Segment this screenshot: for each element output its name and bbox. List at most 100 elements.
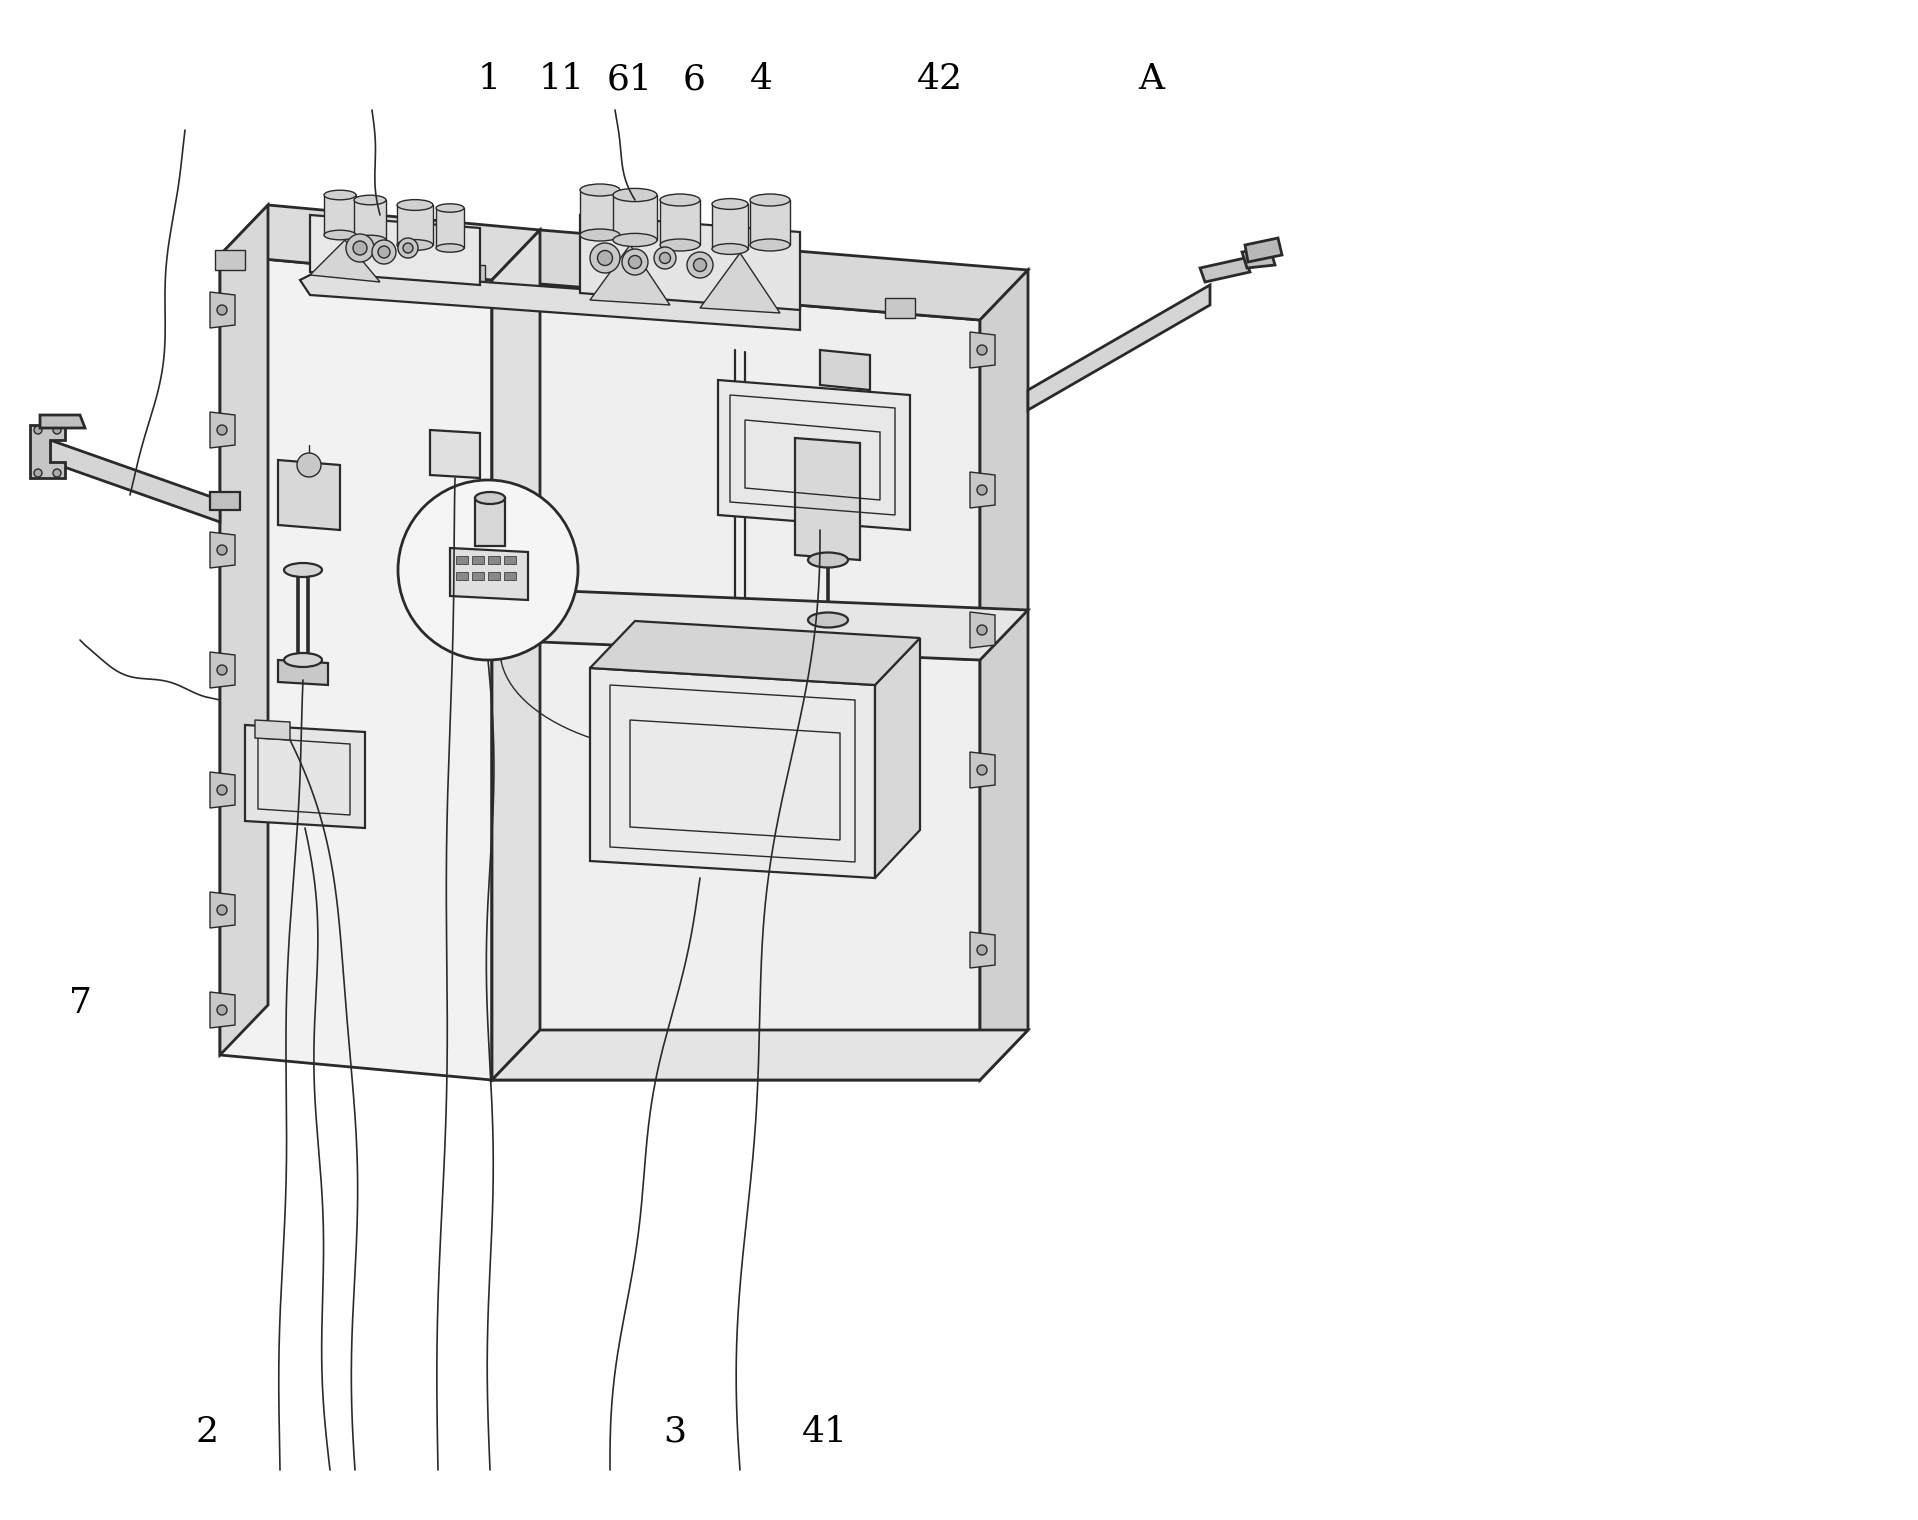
Circle shape: [629, 255, 641, 269]
Circle shape: [687, 252, 713, 278]
Ellipse shape: [476, 492, 504, 505]
Text: 11: 11: [539, 62, 585, 96]
Text: A: A: [1137, 62, 1164, 96]
Polygon shape: [221, 205, 269, 1055]
Ellipse shape: [712, 243, 748, 254]
Ellipse shape: [284, 562, 322, 578]
Ellipse shape: [807, 613, 848, 628]
Polygon shape: [591, 667, 875, 879]
Polygon shape: [493, 590, 1028, 660]
Ellipse shape: [435, 243, 464, 252]
Polygon shape: [209, 292, 236, 328]
Polygon shape: [1243, 248, 1275, 268]
Polygon shape: [971, 613, 995, 648]
Circle shape: [217, 904, 226, 915]
Polygon shape: [591, 245, 669, 306]
Circle shape: [217, 666, 226, 675]
Polygon shape: [430, 430, 480, 477]
Polygon shape: [980, 271, 1028, 1081]
Ellipse shape: [397, 240, 433, 251]
Polygon shape: [278, 660, 328, 686]
Circle shape: [345, 234, 374, 261]
Ellipse shape: [660, 239, 700, 251]
Polygon shape: [209, 993, 236, 1028]
Bar: [456, 556, 468, 564]
Circle shape: [660, 252, 671, 263]
Circle shape: [353, 242, 366, 255]
Polygon shape: [585, 275, 616, 295]
Bar: [504, 556, 516, 564]
Polygon shape: [299, 271, 800, 330]
Polygon shape: [221, 255, 493, 1081]
Text: 42: 42: [917, 62, 963, 96]
Ellipse shape: [614, 188, 658, 202]
Circle shape: [35, 470, 42, 477]
Polygon shape: [821, 350, 871, 391]
Text: 61: 61: [606, 62, 652, 96]
Polygon shape: [712, 204, 748, 249]
Polygon shape: [493, 230, 1028, 321]
Bar: [472, 556, 483, 564]
Polygon shape: [209, 652, 236, 689]
Ellipse shape: [579, 184, 620, 196]
Circle shape: [976, 625, 988, 635]
Ellipse shape: [397, 199, 433, 210]
Circle shape: [217, 426, 226, 435]
Ellipse shape: [435, 204, 464, 213]
Circle shape: [217, 1005, 226, 1015]
Polygon shape: [971, 473, 995, 508]
Polygon shape: [397, 205, 433, 245]
Circle shape: [976, 945, 988, 955]
Circle shape: [54, 426, 61, 435]
Circle shape: [598, 251, 612, 266]
Ellipse shape: [807, 552, 848, 567]
Text: 41: 41: [802, 1415, 848, 1449]
Ellipse shape: [750, 239, 790, 251]
Polygon shape: [579, 214, 800, 310]
Polygon shape: [311, 240, 380, 283]
Circle shape: [591, 243, 620, 274]
Polygon shape: [209, 412, 236, 448]
Polygon shape: [591, 622, 921, 686]
Polygon shape: [971, 331, 995, 368]
Ellipse shape: [579, 230, 620, 242]
Polygon shape: [435, 208, 464, 248]
Ellipse shape: [660, 195, 700, 207]
Circle shape: [694, 258, 706, 272]
Circle shape: [399, 480, 577, 660]
Ellipse shape: [614, 234, 658, 246]
Circle shape: [217, 546, 226, 555]
Circle shape: [372, 240, 395, 264]
Polygon shape: [1028, 286, 1210, 410]
Polygon shape: [971, 752, 995, 787]
Polygon shape: [875, 638, 921, 879]
Text: 4: 4: [750, 62, 773, 96]
Ellipse shape: [750, 195, 790, 207]
Circle shape: [399, 239, 418, 258]
Polygon shape: [971, 932, 995, 968]
Polygon shape: [579, 190, 620, 236]
Polygon shape: [660, 201, 700, 245]
Ellipse shape: [284, 654, 322, 667]
Polygon shape: [1201, 258, 1251, 283]
Polygon shape: [50, 439, 221, 521]
Circle shape: [976, 485, 988, 496]
Polygon shape: [476, 499, 504, 546]
Text: 7: 7: [69, 986, 92, 1020]
Polygon shape: [209, 772, 236, 809]
Polygon shape: [40, 415, 84, 429]
Circle shape: [378, 246, 389, 258]
Polygon shape: [221, 205, 541, 280]
Circle shape: [217, 306, 226, 315]
Bar: [487, 572, 501, 581]
Polygon shape: [311, 214, 480, 286]
Text: 3: 3: [664, 1415, 687, 1449]
Circle shape: [403, 243, 412, 252]
Polygon shape: [324, 195, 357, 236]
Polygon shape: [31, 426, 65, 477]
Polygon shape: [717, 380, 909, 530]
Circle shape: [54, 470, 61, 477]
Polygon shape: [209, 532, 236, 568]
Bar: [504, 572, 516, 581]
Ellipse shape: [355, 236, 386, 245]
